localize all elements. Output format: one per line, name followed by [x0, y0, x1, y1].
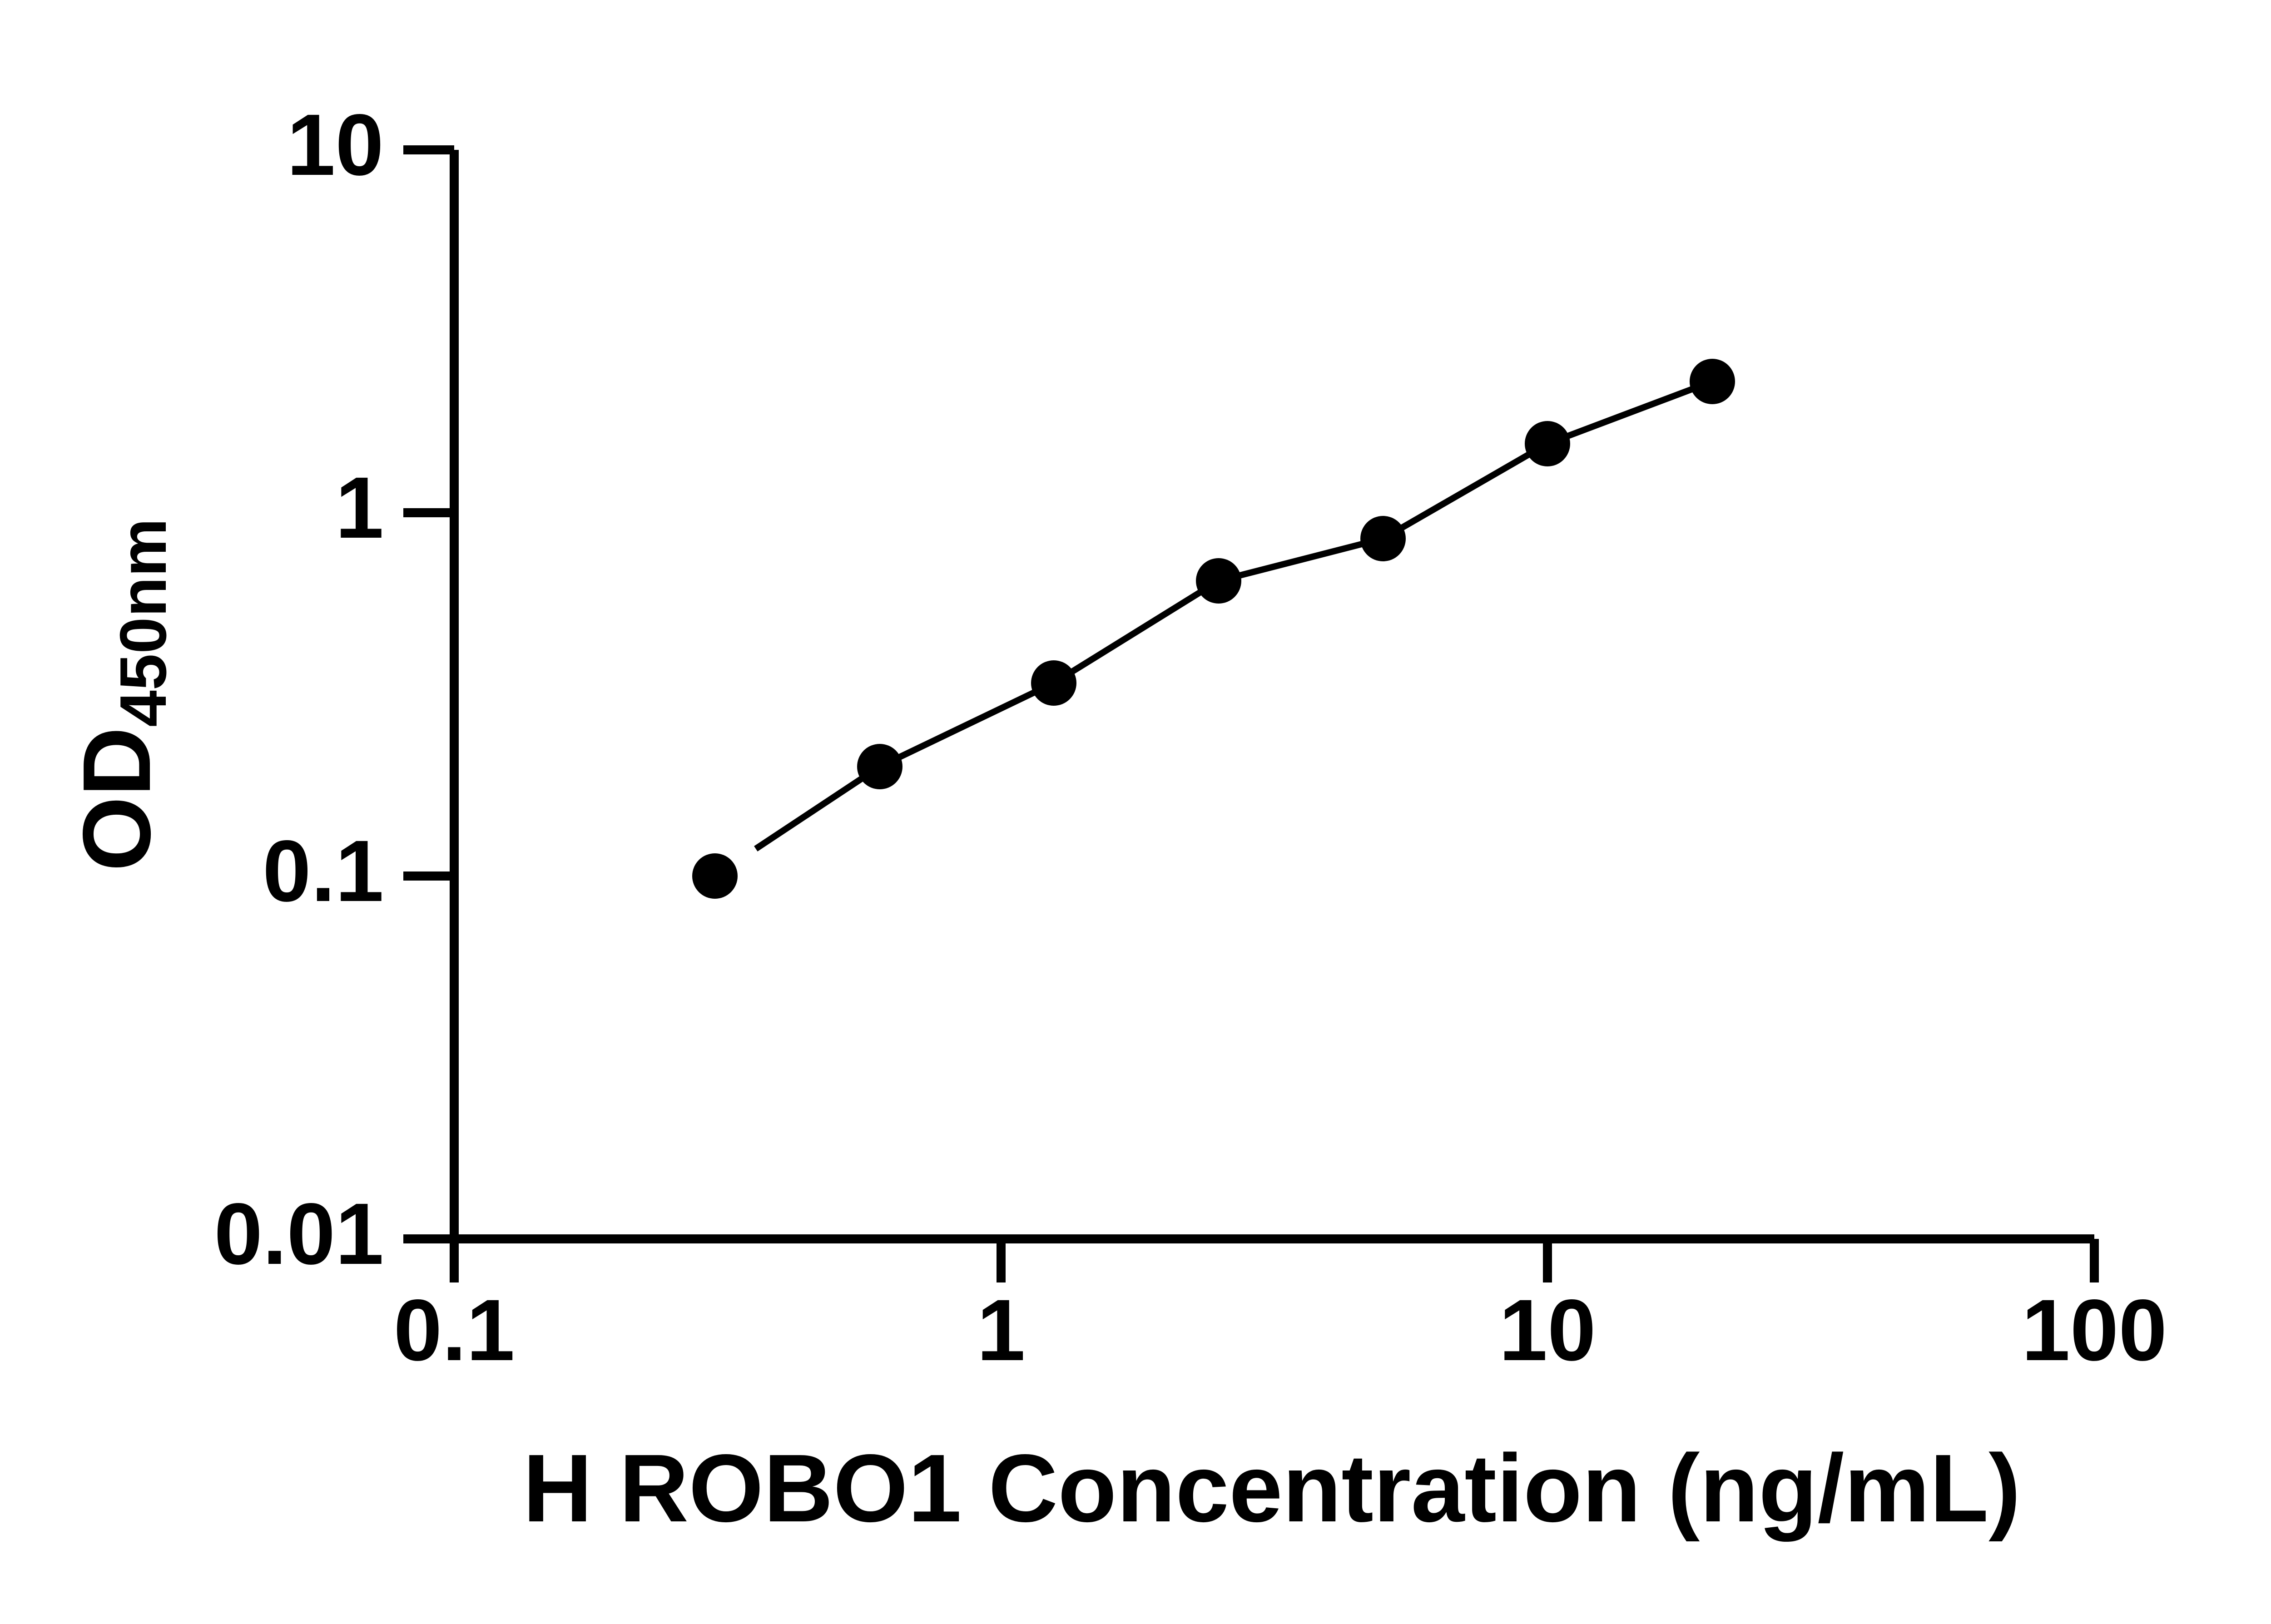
svg-text:1: 1 — [335, 459, 384, 556]
svg-text:10: 10 — [287, 96, 384, 193]
svg-text:0.01: 0.01 — [214, 1185, 384, 1282]
svg-text:0.1: 0.1 — [394, 1281, 515, 1379]
svg-text:1: 1 — [977, 1281, 1026, 1379]
svg-text:0.1: 0.1 — [263, 822, 384, 920]
svg-text:H ROBO1 Concentration (ng/mL): H ROBO1 Concentration (ng/mL) — [523, 1434, 2021, 1542]
svg-text:100: 100 — [2022, 1281, 2167, 1379]
svg-text:10: 10 — [1499, 1281, 1596, 1379]
